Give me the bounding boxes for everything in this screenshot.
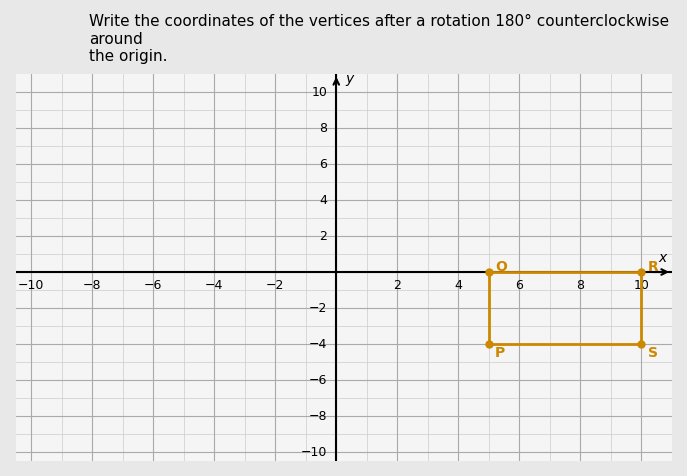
Text: 8: 8 [319,121,327,135]
Text: 6: 6 [515,279,523,292]
Text: 10: 10 [311,86,327,99]
Text: 4: 4 [319,194,327,207]
Text: −4: −4 [308,337,327,350]
Text: 10: 10 [633,279,649,292]
Text: −10: −10 [301,446,327,458]
Text: −2: −2 [308,301,327,315]
Text: −2: −2 [266,279,284,292]
Text: R: R [648,259,658,274]
Text: −6: −6 [308,374,327,387]
Text: −8: −8 [308,409,327,423]
Text: −8: −8 [83,279,102,292]
Text: 6: 6 [319,158,327,170]
Text: 2: 2 [319,229,327,242]
Text: S: S [648,346,657,360]
Text: x: x [659,251,667,265]
Text: 8: 8 [576,279,585,292]
Text: −6: −6 [144,279,162,292]
Text: 2: 2 [394,279,401,292]
Text: y: y [346,72,354,87]
Text: 4: 4 [454,279,462,292]
Text: Write the coordinates of the vertices after a rotation 180° counterclockwise aro: Write the coordinates of the vertices af… [89,14,669,64]
Text: Q: Q [495,259,507,274]
Text: −4: −4 [205,279,223,292]
Text: −10: −10 [18,279,44,292]
Text: P: P [495,346,505,360]
